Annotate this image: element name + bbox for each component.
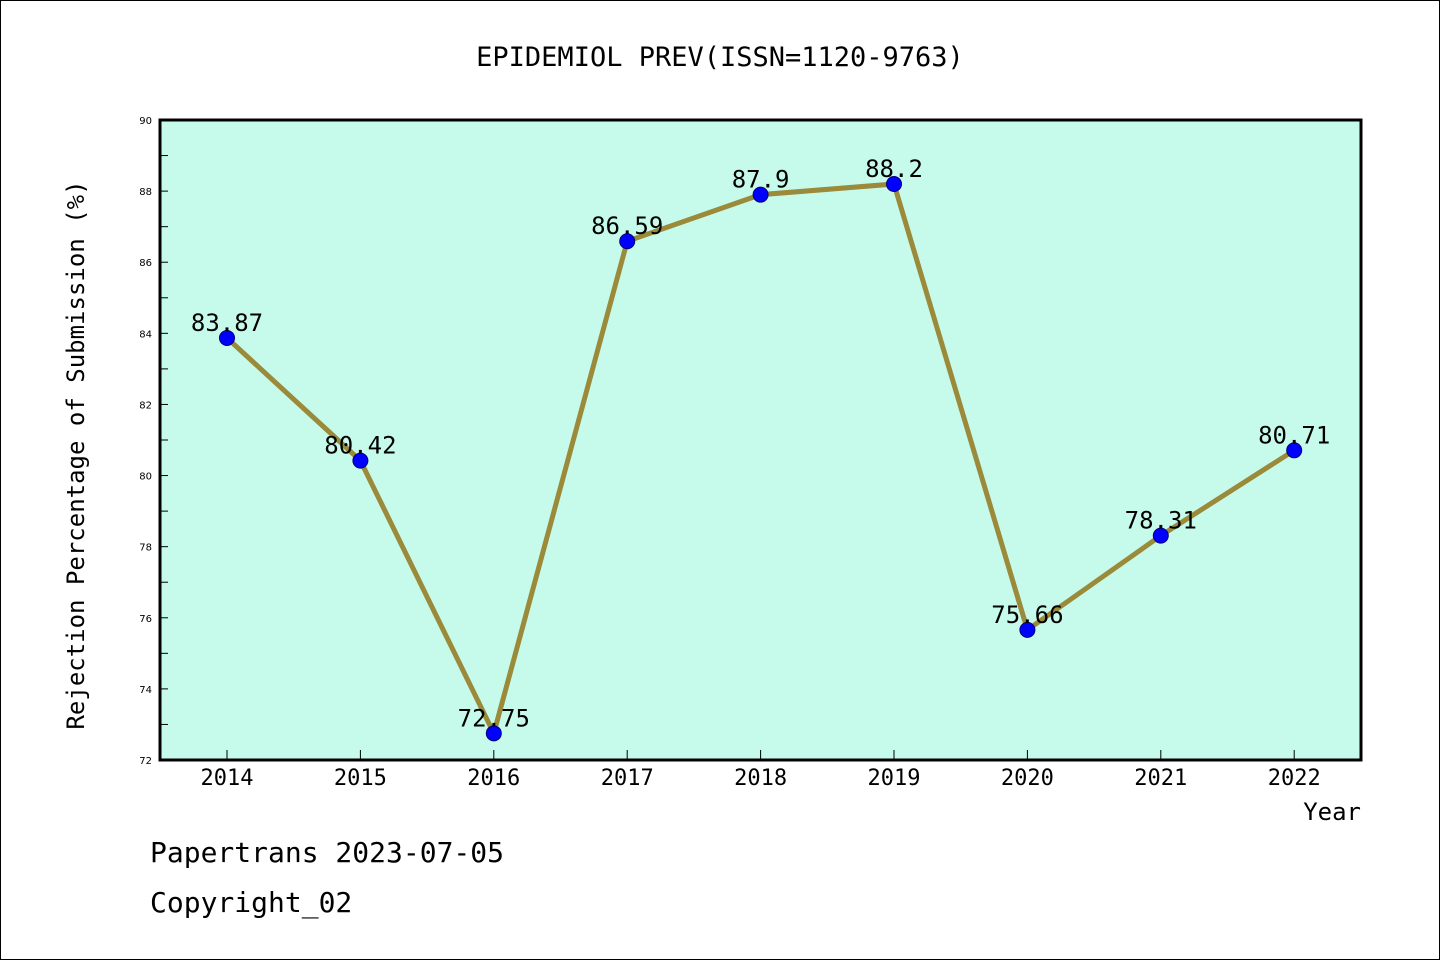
data-point [1286, 442, 1303, 459]
y-tick-label: 82 [139, 400, 152, 411]
data-point [485, 725, 502, 742]
y-tick-label: 72 [139, 756, 152, 767]
y-tick-label: 80 [139, 472, 152, 483]
chart-title: EPIDEMIOL PREV(ISSN=1120-9763) [476, 42, 964, 73]
y-tick-label: 90 [139, 116, 152, 127]
x-tick-label: 2015 [334, 766, 387, 791]
data-label: 88.2 [865, 155, 923, 183]
data-point [352, 452, 369, 469]
x-axis: 2014 2015 2016 2017 2018 2019 2020 2021 2022 [201, 750, 1321, 791]
y-tick-label: 78 [139, 543, 152, 554]
y-tick-label: 88 [139, 187, 152, 198]
data-label: 83.87 [191, 309, 263, 337]
y-tick-label: 76 [139, 614, 152, 625]
data-point [1152, 527, 1169, 544]
x-tick-label: 2021 [1134, 766, 1187, 791]
footer-copyright: Copyright_02 [150, 886, 353, 919]
data-point [219, 329, 235, 346]
data-label: 78.31 [1125, 507, 1197, 535]
data-point [886, 176, 902, 192]
data-label: 80.71 [1258, 421, 1330, 449]
footer-papertrans: Papertrans 2023-07-05 [150, 836, 505, 869]
x-tick-label: 2016 [467, 766, 520, 791]
y-tick-label: 74 [139, 685, 152, 696]
plot-area [160, 120, 1361, 760]
x-tick-label: 2019 [868, 766, 921, 791]
x-tick-label: 2018 [734, 766, 787, 791]
x-tick-label: 2022 [1268, 766, 1321, 791]
data-label: 87.9 [732, 166, 790, 194]
x-tick-label: 2020 [1001, 766, 1054, 791]
plot-border [158, 118, 1363, 762]
data-label: 80.42 [324, 432, 396, 460]
data-label: 86.59 [591, 212, 663, 240]
x-tick-label: 2014 [201, 766, 254, 791]
y-axis-label: Rejection Percentage of Submission (%) [62, 180, 90, 729]
data-point [1019, 621, 1036, 638]
data-label: 75.66 [991, 601, 1063, 629]
data-point [619, 233, 636, 250]
x-axis-label: Year [1303, 798, 1361, 826]
series-group: 83.87 80.42 72.75 86.59 87.9 88.2 75.66 78.31 80… [191, 155, 1330, 742]
y-tick-label: 84 [139, 329, 152, 340]
y-tick-label: 86 [139, 258, 152, 269]
x-tick-label: 2017 [601, 766, 654, 791]
data-point [752, 186, 769, 203]
data-label: 72.75 [458, 704, 530, 732]
